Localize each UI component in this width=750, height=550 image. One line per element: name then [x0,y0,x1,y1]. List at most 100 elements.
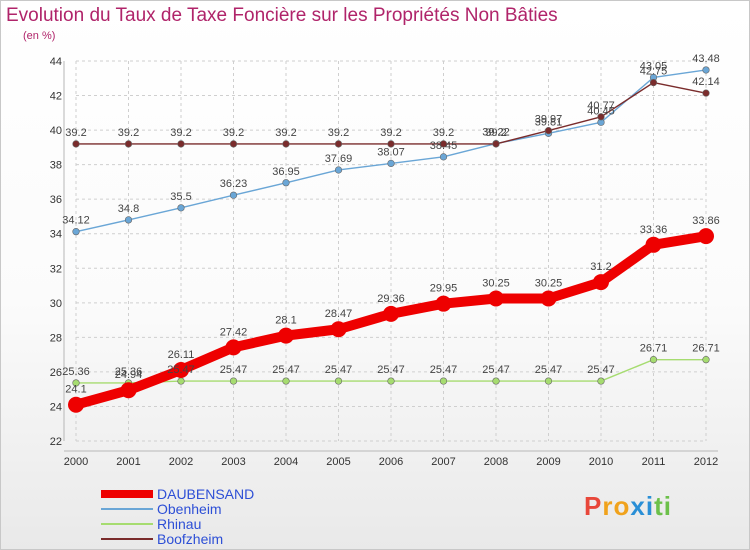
data-point-boofzheim [439,140,448,148]
data-point-rhinau [702,356,710,364]
data-label-boofzheim: 39.2 [328,127,349,139]
y-tick-label: 22 [50,436,62,448]
data-point-rhinau [544,377,553,385]
x-tick-label: 2001 [116,456,140,468]
data-label-obenheim: 39.22 [482,127,510,139]
data-point-boofzheim [177,140,185,148]
y-tick-label: 32 [50,263,62,275]
data-label-daubensand: 24.94 [115,369,143,381]
y-tick-label: 26 [50,367,62,379]
x-tick-label: 2006 [379,456,403,468]
data-label-rhinau: 25.47 [482,364,510,376]
legend-swatch [101,490,153,498]
data-point-daubensand [488,290,504,307]
logo-letter: i [645,491,655,521]
data-label-obenheim: 34.8 [118,203,139,215]
data-point-boofzheim [229,140,238,148]
data-label-daubensand: 24.1 [65,384,86,396]
data-label-rhinau: 25.47 [587,364,615,376]
x-tick-label: 2011 [642,456,666,468]
data-point-daubensand [120,382,137,399]
data-label-obenheim: 38.07 [377,146,405,158]
y-tick-label: 24 [50,401,62,413]
y-tick-label: 40 [50,125,62,137]
logo-letter: P [584,491,603,521]
data-label-boofzheim: 39.2 [118,127,139,139]
data-point-boofzheim [282,140,290,148]
logo-letter: r [602,491,614,521]
data-label-boofzheim: 39.2 [65,127,86,139]
x-tick-label: 2009 [536,456,560,468]
x-tick-label: 2005 [326,456,350,468]
data-point-rhinau [229,377,238,385]
data-label-boofzheim: 39.97 [535,114,563,126]
legend-swatch [101,508,153,510]
data-point-boofzheim [124,140,133,148]
data-label-rhinau: 25.47 [220,364,248,376]
data-label-daubensand: 26.11 [168,349,195,361]
data-label-rhinau: 25.36 [62,366,90,378]
data-label-obenheim: 40.45 [587,105,615,117]
data-label-boofzheim: 39.2 [223,127,244,139]
data-label-daubensand: 33.86 [692,215,720,227]
data-label-boofzheim: 39.2 [433,127,454,139]
logo-letter: x [630,491,646,521]
data-point-boofzheim [492,140,500,148]
data-label-obenheim: 34.12 [62,215,90,227]
data-label-rhinau: 25.47 [325,364,353,376]
legend-label: Rhinau [157,516,202,532]
data-point-obenheim [387,159,395,168]
x-tick-label: 2004 [274,456,298,468]
data-label-daubensand: 30.25 [482,278,510,290]
data-label-obenheim: 43.48 [692,53,720,65]
data-point-daubensand [225,339,242,356]
chart-title: Evolution du Taux de Taxe Foncière sur l… [6,5,558,26]
data-point-rhinau [177,377,185,385]
data-label-rhinau: 25.47 [535,364,563,376]
data-point-obenheim [334,166,343,174]
data-point-daubensand [645,236,662,253]
line-chart: 22 24 26 28 30 32 34 36 38 40 42 44 2000 2001 2002 2003… [50,53,720,468]
data-label-daubensand: 31.2 [590,261,611,273]
data-point-daubensand [278,327,294,344]
x-tick-label: 2010 [589,456,613,468]
data-label-rhinau: 26.71 [640,343,668,355]
data-point-daubensand [593,274,609,291]
logo-letter: o [613,491,631,521]
legend-swatch [101,538,153,540]
data-label-boofzheim: 39.2 [275,127,296,139]
data-label-obenheim: 39.81 [535,116,563,128]
proxiti-logo: Proxiti [584,491,672,522]
data-label-obenheim: 37.69 [325,153,353,165]
data-label-boofzheim: 39.2 [380,127,401,139]
logo-letter: t [654,491,664,521]
data-point-boofzheim [649,78,658,87]
y-tick-label: 38 [50,160,62,172]
legend-label: Boofzheim [157,531,224,547]
data-label-daubensand: 30.25 [535,278,563,290]
data-label-daubensand: 29.36 [377,293,405,305]
data-label-boofzheim: 42.75 [640,66,668,78]
x-tick-label: 2000 [64,456,88,468]
data-label-boofzheim: 39.2 [485,127,506,139]
data-point-rhinau [492,377,500,385]
data-point-obenheim [439,153,448,161]
data-point-boofzheim [387,140,395,148]
data-label-boofzheim: 39.2 [170,127,191,139]
data-point-daubensand [330,321,347,338]
data-label-obenheim: 38.45 [430,140,458,152]
data-label-rhinau: 25.47 [377,364,405,376]
data-label-rhinau: 25.47 [430,364,458,376]
data-point-obenheim [229,191,238,199]
y-tick-label: 30 [50,298,62,310]
data-point-daubensand [383,305,399,322]
data-point-rhinau [72,379,80,387]
y-tick-label: 34 [50,229,62,241]
y-tick-label: 42 [50,91,62,103]
data-label-obenheim: 36.23 [220,178,248,190]
data-label-daubensand: 29.95 [430,283,458,295]
data-label-rhinau: 26.71 [692,343,720,355]
data-point-rhinau [439,377,448,385]
y-tick-label: 36 [50,194,62,206]
data-point-rhinau [282,377,290,385]
